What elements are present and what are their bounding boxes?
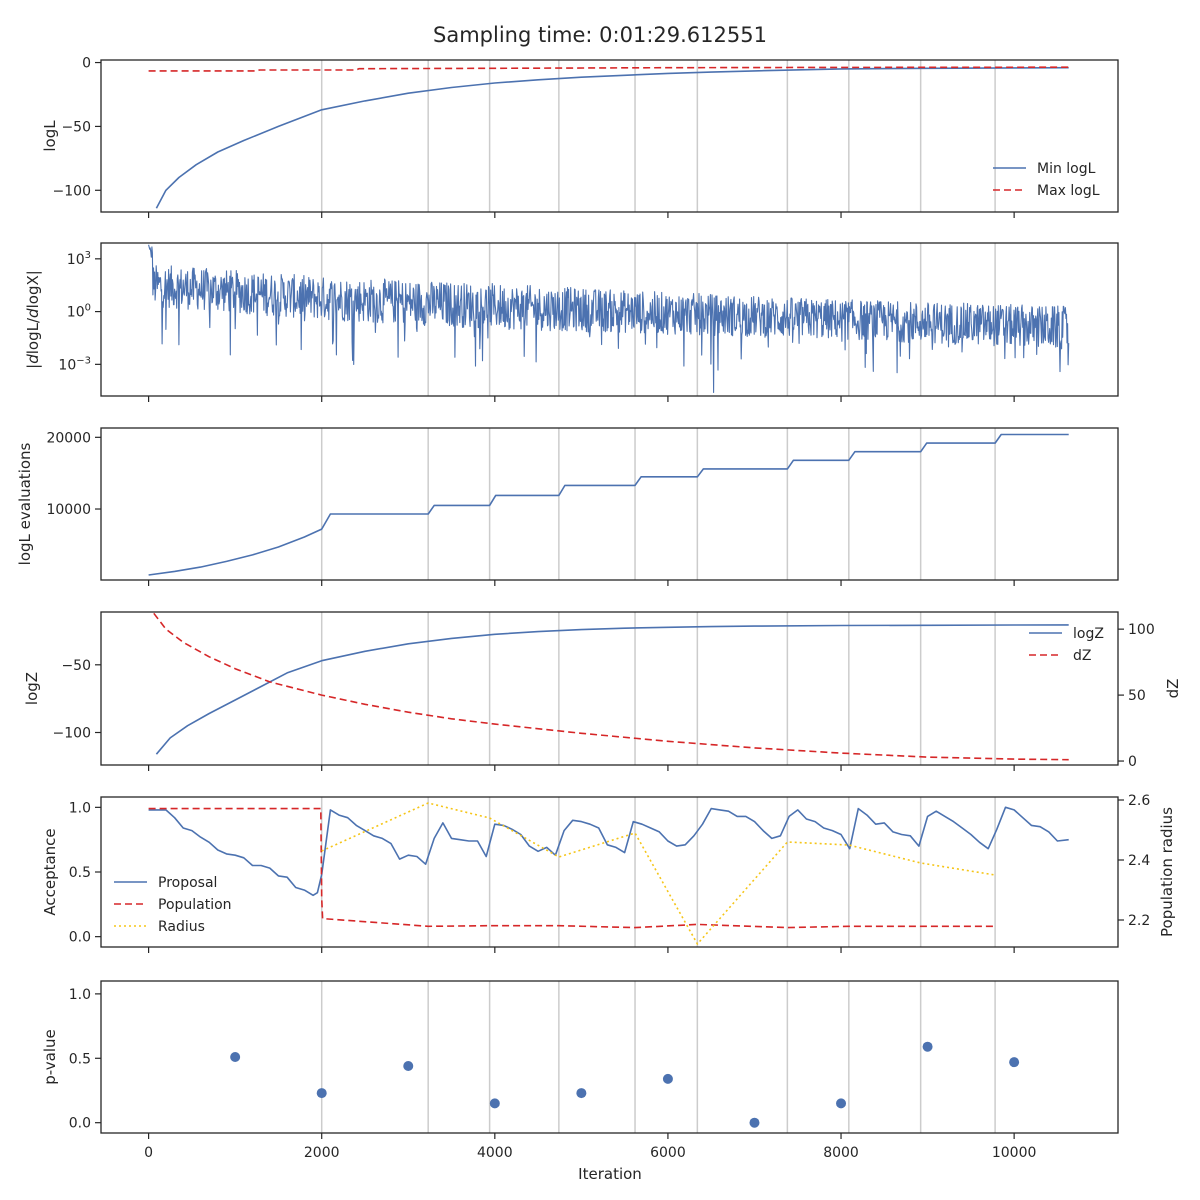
x-tick-label: 6000 bbox=[650, 1145, 686, 1161]
y2-axis-label: Population radius bbox=[1158, 807, 1176, 937]
legend-label: logZ bbox=[1073, 626, 1104, 642]
vertical-gridlines bbox=[320, 60, 996, 212]
series-p-value-0 bbox=[230, 1041, 1020, 1128]
y2-tick-label: 2.6 bbox=[1128, 793, 1150, 809]
vertical-gridlines bbox=[320, 612, 996, 765]
plot-frame bbox=[100, 980, 1119, 1134]
y2-tick-label: 2.2 bbox=[1128, 913, 1150, 929]
y-tick-label: −50 bbox=[61, 119, 91, 135]
y2-tick-label: 100 bbox=[1128, 622, 1155, 638]
panel-acceptance: 0.0 0.5 1.0 2.2 2.4 2.6 Acceptance Population r… bbox=[41, 793, 1176, 953]
series-min-logl bbox=[155, 66, 1069, 209]
x-tick-label: 4000 bbox=[477, 1145, 513, 1161]
y-axis-label: logL evaluations bbox=[16, 442, 34, 565]
y-tick-label: 0.0 bbox=[69, 930, 91, 946]
legend-label: Max logL bbox=[1037, 183, 1100, 199]
series-max-logl bbox=[148, 66, 1069, 72]
panel-logl-evaluations: 20000 10000 logL evaluations bbox=[16, 427, 1119, 586]
series-logz bbox=[155, 624, 1069, 755]
legend-label: Population bbox=[158, 897, 232, 913]
vertical-gridlines bbox=[320, 428, 996, 580]
x-tick-label: 2000 bbox=[304, 1145, 340, 1161]
series-population bbox=[148, 807, 996, 929]
x-axis-ticks: 0 2000 4000 6000 8000 10000 bbox=[144, 1133, 1036, 1161]
legend: logZ dZ bbox=[1029, 626, 1104, 664]
data-point bbox=[316, 1088, 327, 1099]
y-tick-label: 1.0 bbox=[69, 987, 91, 1003]
legend-label: Radius bbox=[158, 919, 205, 935]
data-point bbox=[230, 1052, 241, 1062]
y2-axis-ticks: 2.2 2.4 2.6 bbox=[1118, 793, 1150, 929]
plot-frame bbox=[100, 427, 1119, 581]
legend: Min logL Max logL bbox=[993, 161, 1100, 199]
x-tick-label: 10000 bbox=[992, 1145, 1037, 1161]
x-tick-label: 0 bbox=[144, 1145, 153, 1161]
panel-p-value: 0 2000 4000 6000 8000 10000 0.0 0.5 1.0 p-value bbox=[41, 980, 1119, 1161]
data-point bbox=[1009, 1057, 1020, 1068]
data-point bbox=[662, 1073, 673, 1084]
y-axis-label: logZ bbox=[23, 672, 41, 705]
series-dlogl-0 bbox=[148, 244, 1070, 394]
y-tick-label: 20000 bbox=[46, 430, 91, 446]
series-proposal bbox=[148, 806, 1069, 897]
y2-axis-ticks: 0 50 100 bbox=[1118, 622, 1155, 770]
series-radius bbox=[321, 802, 996, 945]
x-axis-ticks bbox=[148, 212, 1015, 218]
plot-frame bbox=[100, 242, 1119, 397]
y-tick-label: 0 bbox=[82, 56, 91, 72]
x-axis-ticks bbox=[148, 765, 1015, 771]
vertical-gridlines bbox=[320, 981, 996, 1133]
y-tick-label: 1.0 bbox=[69, 800, 91, 816]
y-axis-ticks: 0.0 0.5 1.0 bbox=[69, 800, 101, 946]
figure-title: Sampling time: 0:01:29.612551 bbox=[433, 23, 767, 47]
data-point bbox=[489, 1098, 500, 1109]
x-axis-label: Iteration bbox=[578, 1165, 642, 1183]
y2-tick-label: 2.4 bbox=[1128, 853, 1150, 869]
y-tick-label: 0.5 bbox=[69, 865, 91, 881]
x-tick-label: 8000 bbox=[823, 1145, 859, 1161]
y-axis-label: logL bbox=[41, 120, 59, 152]
y-axis-ticks: 0.0 0.5 1.0 bbox=[69, 987, 101, 1132]
x-axis-ticks bbox=[148, 947, 1015, 953]
data-point bbox=[403, 1061, 414, 1072]
y-axis-ticks: 0 −50 −100 bbox=[53, 56, 101, 199]
y2-tick-label: 50 bbox=[1128, 688, 1146, 704]
legend-label: Proposal bbox=[158, 875, 217, 891]
plot-frame bbox=[100, 59, 1119, 213]
series-dz bbox=[153, 612, 1069, 761]
y-axis-ticks: −50 −100 bbox=[53, 658, 101, 742]
legend-label: dZ bbox=[1073, 648, 1091, 664]
panel-loglikelihood: 0 −50 −100 logL Min logL Max logL bbox=[41, 56, 1119, 218]
plot-frame bbox=[100, 611, 1119, 766]
y-tick-label: 10000 bbox=[46, 502, 91, 518]
panel-logz: −50 −100 0 50 100 logZ dZ logZ dZ bbox=[23, 611, 1182, 771]
y-tick-label: −100 bbox=[53, 726, 91, 742]
legend-label: Min logL bbox=[1037, 161, 1096, 177]
y-axis-ticks: 20000 10000 bbox=[46, 430, 101, 518]
y-tick-label: 0.5 bbox=[69, 1051, 91, 1067]
data-point bbox=[749, 1117, 760, 1128]
y2-axis-label: dZ bbox=[1164, 679, 1182, 699]
x-axis-ticks bbox=[148, 396, 1015, 402]
legend: Proposal Population Radius bbox=[114, 875, 232, 935]
y-tick-label: −100 bbox=[53, 183, 91, 199]
y-axis-label: Acceptance bbox=[41, 828, 59, 915]
y2-tick-label: 0 bbox=[1128, 754, 1137, 770]
vertical-gridlines bbox=[320, 797, 996, 947]
data-point bbox=[922, 1041, 933, 1052]
y-axis-label: p-value bbox=[41, 1029, 59, 1085]
y-tick-label: −50 bbox=[61, 658, 91, 674]
y-tick-label: 0.0 bbox=[69, 1116, 91, 1132]
data-point bbox=[576, 1088, 587, 1099]
x-axis-ticks bbox=[148, 580, 1015, 586]
y-axis-label: |dlogL/dlogX| bbox=[24, 270, 42, 369]
series-logl-evaluations-0 bbox=[148, 433, 1069, 576]
data-point bbox=[836, 1098, 847, 1109]
